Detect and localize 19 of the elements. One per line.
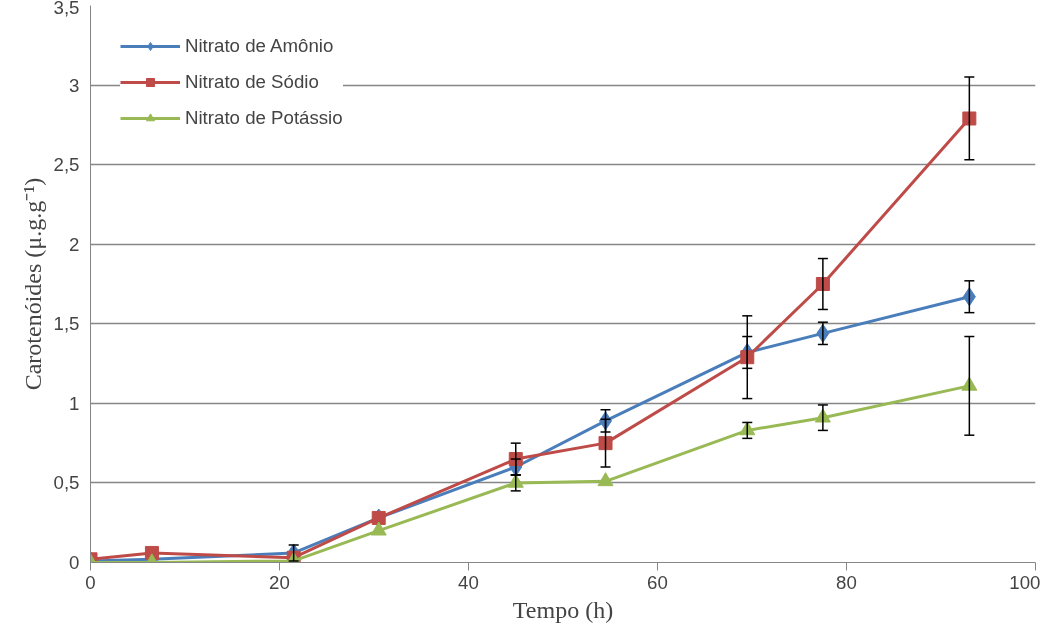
- legend-label: Nitrato de Sódio: [185, 71, 319, 93]
- y-tick-label: 2: [69, 233, 80, 255]
- legend-label: Nitrato de Amônio: [185, 35, 334, 57]
- y-tick-label: 3,5: [53, 0, 80, 18]
- x-tick-label: 20: [269, 571, 290, 593]
- y-tick-label: 0: [69, 552, 80, 573]
- y-tick-label: 1: [69, 392, 80, 414]
- legend-label: Nitrato de Potássio: [185, 107, 343, 129]
- x-tick-label: 60: [647, 571, 668, 593]
- y-tick-label: 1,5: [53, 313, 80, 335]
- x-tick-label: 100: [1009, 571, 1041, 593]
- x-tick-label: 0: [85, 571, 96, 593]
- y-tick-label: 3: [69, 74, 80, 96]
- x-axis-title: Tempo (h): [512, 596, 614, 623]
- x-tick-label: 80: [836, 571, 857, 593]
- y-tick-label: 2,5: [53, 154, 80, 176]
- y-tick-label: 0,5: [53, 472, 80, 494]
- x-tick-label: 40: [458, 571, 479, 593]
- y-axis-title: Carotenóides (μ.g.g⁻¹): [19, 177, 46, 391]
